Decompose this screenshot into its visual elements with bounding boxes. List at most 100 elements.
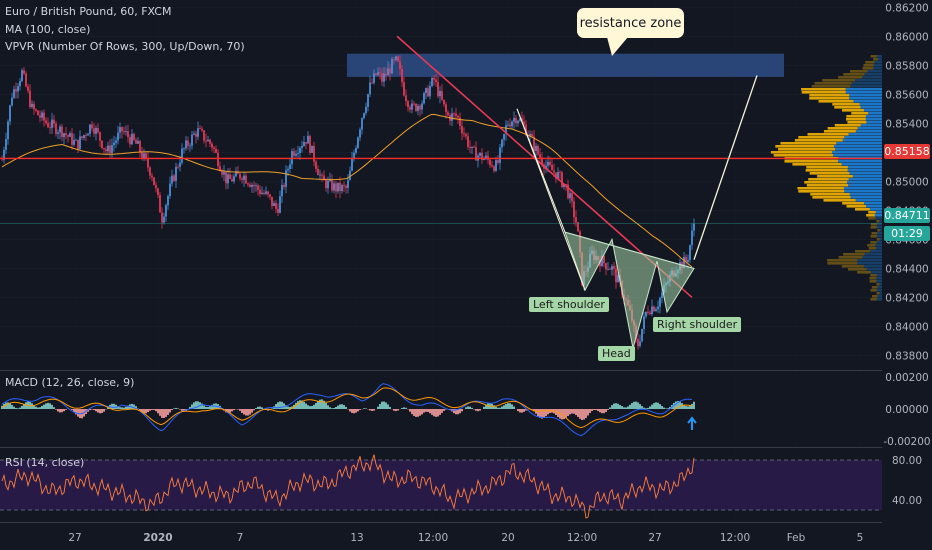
candle-body xyxy=(381,73,383,82)
candle-body xyxy=(469,146,471,148)
macd-title: MACD (12, 26, close, 9) xyxy=(5,376,134,389)
volume-profile-down-bar xyxy=(838,256,863,259)
macd-histogram-bar xyxy=(683,404,685,409)
candle-body xyxy=(85,135,87,136)
macd-histogram-bar xyxy=(59,409,61,413)
macd-histogram-bar xyxy=(159,409,161,416)
volume-profile-down-bar xyxy=(868,217,876,220)
candle-body xyxy=(655,309,657,312)
macd-histogram-bar xyxy=(691,403,693,409)
volume-profile-down-bar xyxy=(873,58,879,61)
macd-histogram-bar xyxy=(149,409,151,411)
candle-body xyxy=(149,167,151,176)
candle-body xyxy=(207,139,209,142)
macd-histogram-bar xyxy=(317,401,319,409)
candle-body xyxy=(495,160,497,171)
candle-body xyxy=(163,216,165,223)
macd-histogram-bar xyxy=(461,409,463,412)
macd-histogram-bar xyxy=(47,402,49,409)
macd-histogram-bar xyxy=(325,402,327,409)
candle-body xyxy=(363,113,365,119)
candle-body xyxy=(193,133,195,135)
candle-body xyxy=(523,121,525,125)
macd-histogram-bar xyxy=(111,403,113,409)
volume-profile-down-bar xyxy=(807,133,849,136)
candle-body xyxy=(331,179,333,191)
candle-body xyxy=(177,166,179,168)
macd-histogram-bar xyxy=(147,409,149,413)
candle-body xyxy=(357,137,359,148)
macd-histogram-bar xyxy=(257,406,259,409)
macd-histogram-bar xyxy=(633,401,635,409)
candle-body xyxy=(37,110,39,116)
candle-body xyxy=(83,135,85,138)
macd-histogram-bar xyxy=(153,409,155,410)
inverse-head-shoulders-pattern xyxy=(564,231,695,349)
macd-histogram-bar xyxy=(37,407,39,409)
volume-profile-down-bar xyxy=(798,190,845,193)
volume-profile-up-bar xyxy=(835,148,882,151)
time-tick-label: 12:00 xyxy=(720,532,750,544)
macd-histogram-bar xyxy=(413,409,415,417)
macd-histogram-bar xyxy=(9,403,11,409)
macd-histogram-bar xyxy=(513,406,515,409)
candle-body xyxy=(311,145,313,153)
volume-profile-up-bar xyxy=(857,127,882,130)
candle-body xyxy=(541,157,543,165)
candle-body xyxy=(519,118,521,121)
candle-body xyxy=(11,97,13,106)
candle-body xyxy=(685,256,687,262)
candle-body xyxy=(693,223,695,231)
candle-body xyxy=(511,121,513,127)
volume-profile-up-bar xyxy=(848,184,882,187)
candle-body xyxy=(287,168,289,171)
rsi-title: RSI (14, close) xyxy=(5,456,84,469)
candle-body xyxy=(223,171,225,175)
candle-body xyxy=(359,129,361,138)
macd-histogram-bar xyxy=(591,409,593,412)
candle-body xyxy=(419,105,421,110)
candle-body xyxy=(427,88,429,97)
macd-histogram-bar xyxy=(659,404,661,409)
macd-histogram-bar xyxy=(243,409,245,415)
macd-histogram-bar xyxy=(179,409,181,410)
macd-pane: MACD (12, 26, close, 9) xyxy=(1,376,697,437)
macd-histogram-bar xyxy=(665,408,667,409)
candle-body xyxy=(553,170,555,173)
volume-profile-up-bar xyxy=(849,94,882,97)
macd-histogram-bar xyxy=(357,409,359,412)
macd-histogram-bar xyxy=(409,409,411,412)
macd-histogram-bar xyxy=(61,409,63,413)
candle-body xyxy=(455,113,457,117)
volume-profile-down-bar xyxy=(810,193,850,196)
volume-profile-down-bar xyxy=(778,148,836,151)
candle-body xyxy=(599,260,601,267)
candle-body xyxy=(219,166,221,171)
macd-histogram-bar xyxy=(495,406,497,409)
candle-body xyxy=(143,153,145,159)
candle-body xyxy=(9,105,11,122)
volume-profile-up-bar xyxy=(877,295,882,298)
macd-histogram-bar xyxy=(135,406,137,409)
candle-body xyxy=(49,127,51,129)
candle-body xyxy=(203,130,205,141)
volume-profile-up-bar xyxy=(843,187,882,190)
candle-body xyxy=(515,118,517,124)
price-tick-label: 0.85600 xyxy=(885,89,928,101)
macd-histogram-bar xyxy=(629,404,631,409)
candle-body xyxy=(201,128,203,131)
macd-histogram-bar xyxy=(429,409,431,414)
volume-profile-down-bar xyxy=(809,94,850,97)
volume-profile-up-bar xyxy=(876,298,882,301)
macd-histogram-bar xyxy=(39,407,41,409)
candle-body xyxy=(93,128,95,134)
candle-body xyxy=(531,134,533,137)
candle-body xyxy=(255,185,257,187)
candle-body xyxy=(157,188,159,196)
macd-histogram-bar xyxy=(389,406,391,409)
candle-body xyxy=(101,140,103,149)
candle-body xyxy=(205,140,207,142)
volume-profile-up-bar xyxy=(874,214,882,217)
volume-profile-down-bar xyxy=(832,103,860,106)
